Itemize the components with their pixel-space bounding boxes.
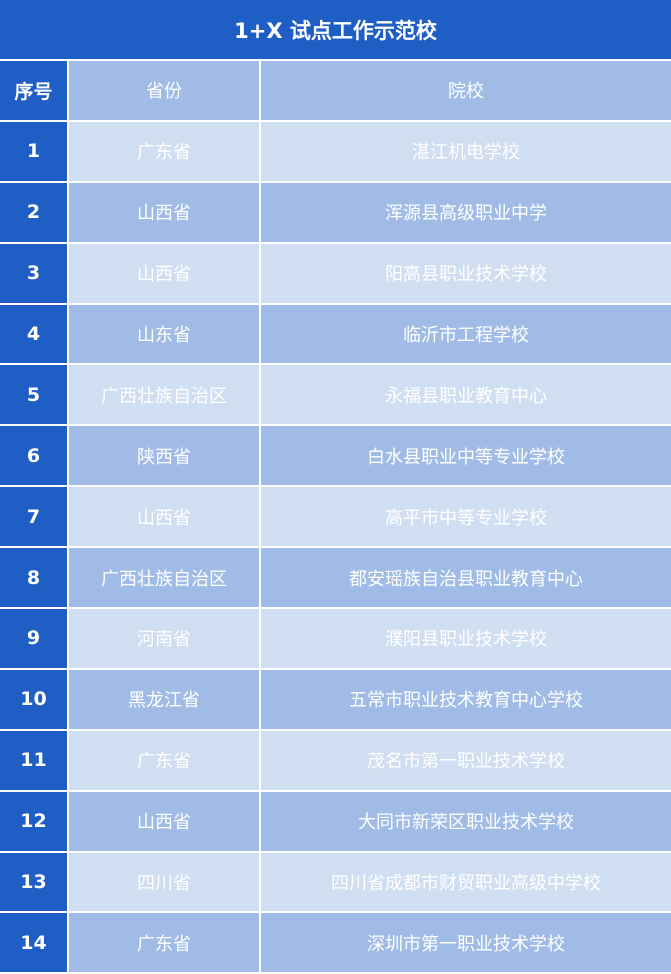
- row-index: 9: [0, 609, 67, 668]
- row-school: 五常市职业技术教育中心学校: [261, 669, 671, 729]
- row-province: 山西省: [69, 243, 259, 303]
- row-province: 广西壮族自治区: [69, 548, 259, 608]
- row-school: 临沂市工程学校: [261, 304, 671, 364]
- row-school: 都安瑶族自治县职业教育中心: [261, 548, 671, 608]
- row-index: 13: [0, 852, 67, 912]
- row-index: 10: [0, 669, 67, 729]
- row-school: 高平市中等专业学校: [261, 487, 671, 547]
- row-province: 山西省: [69, 791, 259, 851]
- row-index: 2: [0, 182, 67, 242]
- row-school: 永福县职业教育中心: [261, 365, 671, 425]
- row-index: 6: [0, 426, 67, 486]
- row-school: 濮阳县职业技术学校: [261, 609, 671, 668]
- row-province: 四川省: [69, 852, 259, 912]
- row-province: 陕西省: [69, 426, 259, 486]
- row-school: 茂名市第一职业技术学校: [261, 730, 671, 790]
- row-index: 3: [0, 243, 67, 303]
- row-index: 14: [0, 913, 67, 973]
- row-province: 广东省: [69, 913, 259, 973]
- row-province: 黑龙江省: [69, 669, 259, 729]
- row-school: 大同市新荣区职业技术学校: [261, 791, 671, 851]
- row-index: 8: [0, 548, 67, 608]
- row-index: 12: [0, 791, 67, 851]
- row-province: 山东省: [69, 304, 259, 364]
- row-school: 阳高县职业技术学校: [261, 243, 671, 303]
- row-school: 四川省成都市财贸职业高级中学校: [261, 852, 671, 912]
- row-province: 广东省: [69, 121, 259, 181]
- row-province: 广东省: [69, 730, 259, 790]
- row-index: 11: [0, 730, 67, 790]
- row-index: 5: [0, 365, 67, 425]
- table-title: 1+X 试点工作示范校: [0, 0, 671, 59]
- row-province: 广西壮族自治区: [69, 365, 259, 425]
- schools-table: 序号 省份 院校 1 广东省 湛江机电学校 2 山西省 浑源县高级职业中学 3 山西省 阳高县职…: [0, 61, 671, 973]
- header-province: 省份: [69, 61, 259, 120]
- row-province: 山西省: [69, 182, 259, 242]
- row-school: 浑源县高级职业中学: [261, 182, 671, 242]
- row-province: 河南省: [69, 609, 259, 668]
- row-school: 湛江机电学校: [261, 121, 671, 181]
- header-index: 序号: [0, 61, 67, 120]
- row-school: 白水县职业中等专业学校: [261, 426, 671, 486]
- header-school: 院校: [261, 61, 671, 120]
- row-index: 1: [0, 121, 67, 181]
- row-index: 4: [0, 304, 67, 364]
- row-index: 7: [0, 487, 67, 547]
- row-school: 深圳市第一职业技术学校: [261, 913, 671, 973]
- row-province: 山西省: [69, 487, 259, 547]
